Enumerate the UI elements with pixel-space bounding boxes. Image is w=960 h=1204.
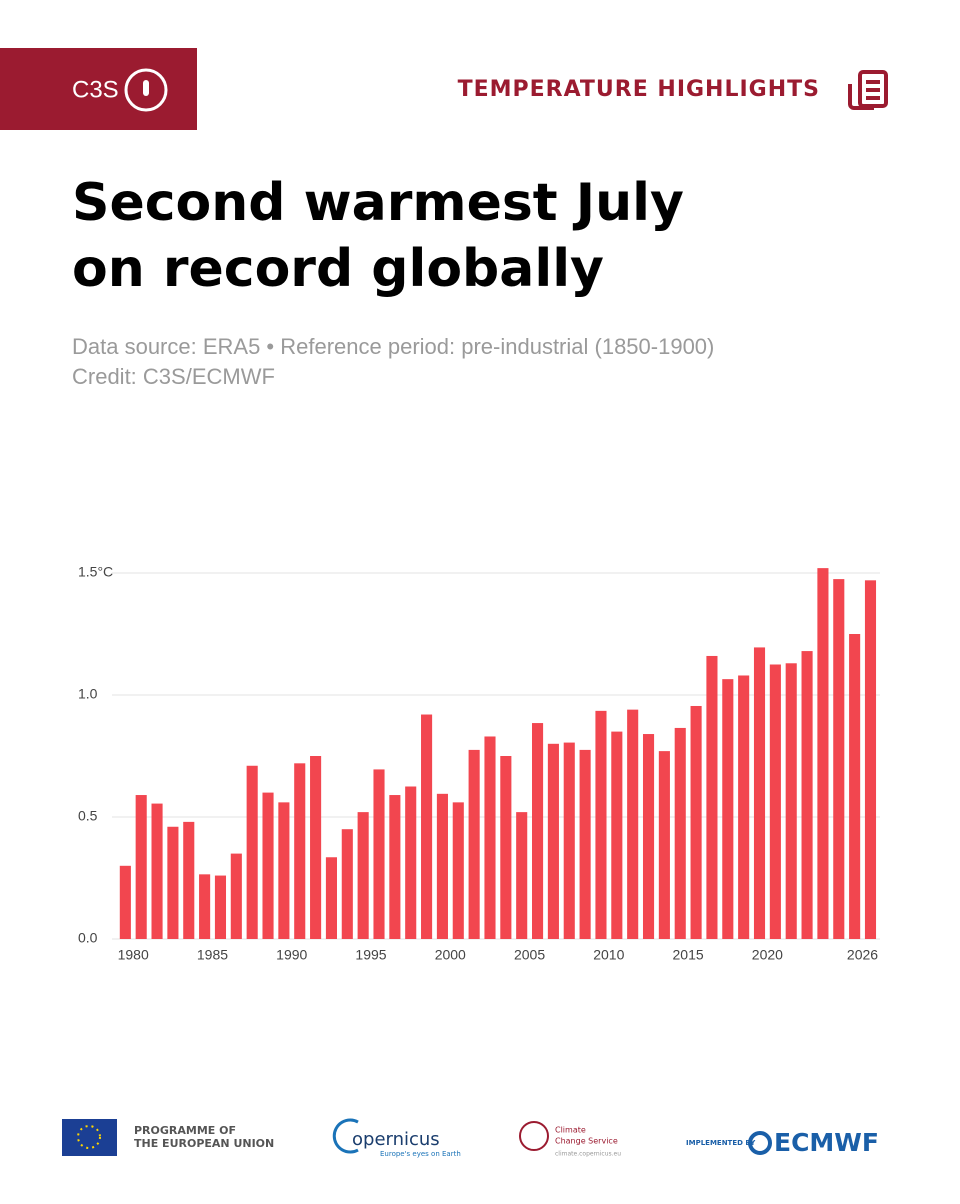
bar <box>627 709 639 939</box>
bar <box>278 802 290 939</box>
bar <box>595 710 607 939</box>
bar <box>230 853 242 939</box>
brand: C3S <box>72 76 119 103</box>
bar <box>833 579 845 939</box>
x-tick-label: 2020 <box>752 947 783 963</box>
copernicus-tagline: Europe's eyes on Earth <box>380 1150 461 1158</box>
bar <box>357 812 369 939</box>
bar <box>405 786 417 939</box>
bar <box>341 829 353 939</box>
x-tick-label: 2005 <box>514 947 545 963</box>
bar <box>785 663 797 939</box>
bar <box>325 857 337 939</box>
x-tick-label: 2010 <box>593 947 624 963</box>
bar <box>611 731 623 939</box>
bar <box>421 714 433 939</box>
bar <box>214 875 227 939</box>
bar <box>167 826 179 939</box>
x-tick-label: 1980 <box>118 947 149 963</box>
c3s-logo <box>519 1121 549 1151</box>
c3s-text: Change Service <box>555 1137 618 1146</box>
x-tick-label: 2015 <box>673 947 704 963</box>
c3s-text: Climate <box>555 1126 586 1135</box>
bar <box>658 751 670 939</box>
brand-block <box>0 48 197 130</box>
x-tick-label: 1990 <box>276 947 307 963</box>
eu-text: THE EUROPEAN UNION <box>134 1137 274 1150</box>
y-tick-label: 0.0 <box>78 930 98 946</box>
bar <box>563 742 575 939</box>
bar <box>373 769 385 939</box>
y-tick-label: 1.5°C <box>78 564 113 580</box>
bar <box>642 734 655 939</box>
bar <box>262 792 274 939</box>
bar <box>468 749 480 939</box>
bar <box>547 743 559 939</box>
ecmwf-logo <box>748 1131 772 1155</box>
bar <box>199 874 211 939</box>
x-tick-label: 2026 <box>847 947 878 963</box>
eu-flag <box>62 1119 117 1156</box>
copernicus: opernicus <box>352 1129 440 1150</box>
bar <box>151 803 163 939</box>
c3s-url: climate.copernicus.eu <box>555 1151 621 1158</box>
plot: 0.0 0.5 1.0 1.5°C 1980 1985 1990 1995 2000 2005 20… <box>78 564 880 963</box>
bar <box>436 793 448 939</box>
bar <box>849 634 861 939</box>
bar <box>738 675 750 939</box>
bar <box>452 802 464 939</box>
x-tick-label: 1985 <box>197 947 228 963</box>
bar <box>183 821 195 939</box>
bar <box>119 865 131 939</box>
bar <box>500 756 512 939</box>
title-line: Second warmest July <box>72 173 684 233</box>
x-tick-label: 2000 <box>435 947 466 963</box>
bar <box>484 736 496 939</box>
bar <box>753 647 766 939</box>
bar <box>690 705 702 939</box>
bar <box>769 664 781 939</box>
logo-thermo <box>143 80 149 96</box>
news-icon <box>848 70 888 110</box>
bar <box>674 727 686 939</box>
y-tick-label: 0.5 <box>78 808 98 824</box>
bar <box>310 756 322 939</box>
bar <box>532 723 544 939</box>
copernicus-logo <box>332 1118 359 1154</box>
bar <box>389 795 401 939</box>
bar <box>864 580 877 939</box>
ecmwf: ECMWF <box>774 1128 879 1157</box>
bar <box>801 651 813 939</box>
logo <box>124 68 168 112</box>
bar <box>516 812 528 939</box>
credit: Credit: C3S/ECMWF <box>72 364 275 389</box>
bar <box>817 568 829 939</box>
bar <box>294 763 306 939</box>
bar <box>135 795 147 939</box>
bar <box>246 765 258 939</box>
subtitle: Data source: ERA5 • Reference period: pr… <box>72 334 714 359</box>
bar <box>722 679 734 939</box>
bar <box>579 749 591 939</box>
title-line: on record globally <box>72 239 604 299</box>
bar <box>706 655 718 939</box>
implemented: IMPLEMENTED BY <box>686 1139 756 1147</box>
x-tick-label: 1995 <box>355 947 386 963</box>
eu-text: PROGRAMME OF <box>134 1124 236 1137</box>
section-title: TEMPERATURE HIGHLIGHTS <box>458 77 820 102</box>
eu-stars <box>77 1125 101 1149</box>
y-tick-label: 1.0 <box>78 686 98 702</box>
